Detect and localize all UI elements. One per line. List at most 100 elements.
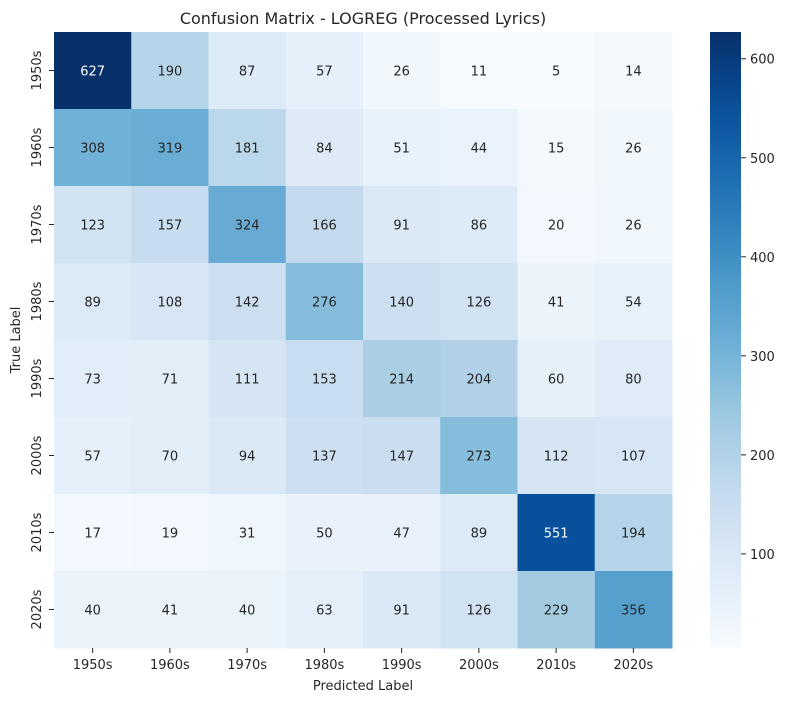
x-tick-label: 1960s (150, 658, 190, 673)
cell-value-label: 41 (162, 604, 179, 619)
chart-title: Confusion Matrix - LOGREG (Processed Lyr… (180, 9, 546, 28)
x-tick-label: 1980s (304, 658, 344, 673)
cell-value-label: 44 (471, 142, 488, 157)
x-tick-label: 1990s (382, 658, 422, 673)
heatmap-cell (363, 32, 441, 110)
heatmap-cell (54, 417, 132, 495)
heatmap-cell (363, 340, 441, 418)
colorbar-tick-label: 500 (750, 152, 775, 167)
heatmap-cell (208, 494, 287, 572)
cell-value-label: 147 (389, 450, 414, 465)
cell-value-label: 89 (84, 296, 101, 311)
y-tick-label: 1990s (30, 358, 45, 398)
cell-value-label: 41 (548, 296, 565, 311)
cell-value-label: 26 (625, 142, 642, 157)
heatmap-cell (285, 571, 364, 649)
cell-value-label: 181 (235, 142, 260, 157)
cell-value-label: 153 (312, 373, 337, 388)
heatmap-cell (363, 109, 441, 187)
cell-value-label: 31 (239, 527, 256, 542)
y-tick-label: 1980s (30, 281, 45, 321)
x-tick-label: 2000s (459, 658, 499, 673)
x-axis-ticks: 1950s 1960s 1970s 1980s 1990s 2000s 2010s 2020s (73, 648, 654, 673)
heatmap-cell (517, 340, 596, 418)
heatmap-cell (54, 109, 132, 187)
cell-value-label: 627 (80, 65, 105, 80)
heatmap-cell (208, 263, 287, 341)
heatmap-cell (54, 263, 132, 341)
heatmap-cell (440, 109, 518, 187)
heatmap-cell (517, 186, 596, 264)
cell-value-label: 5 (552, 65, 560, 80)
heatmap-cell (54, 186, 132, 264)
heatmap-cell (594, 340, 673, 418)
cell-value-label: 190 (157, 65, 182, 80)
cell-value-label: 11 (471, 65, 488, 80)
heatmap-cell (440, 417, 518, 495)
heatmap-cells: 627 190 87 57 26 11 5 14 308 319 181 84 51 44 15 26 123 1… (54, 32, 673, 649)
heatmap-cell (594, 109, 673, 187)
cell-value-label: 273 (466, 450, 491, 465)
cell-value-label: 308 (80, 142, 105, 157)
y-tick-label: 1950s (30, 50, 45, 90)
heatmap-cell (54, 571, 132, 649)
cell-value-label: 15 (548, 142, 565, 157)
cell-value-label: 551 (544, 527, 569, 542)
cell-value-label: 91 (393, 604, 410, 619)
heatmap-cell (440, 571, 518, 649)
cell-value-label: 57 (316, 65, 333, 80)
y-axis-label: True Label (9, 307, 24, 375)
cell-value-label: 123 (80, 219, 105, 234)
heatmap-cell (54, 494, 132, 572)
cell-value-label: 40 (84, 604, 101, 619)
x-tick-label: 2020s (613, 658, 653, 673)
heatmap-cell (517, 494, 596, 572)
cell-value-label: 20 (548, 219, 565, 234)
heatmap-cell (440, 32, 518, 110)
cell-value-label: 84 (316, 142, 333, 157)
colorbar-tick-label: 600 (750, 53, 775, 68)
heatmap-cell (131, 571, 209, 649)
cell-value-label: 94 (239, 450, 256, 465)
cell-value-label: 229 (544, 604, 569, 619)
y-tick-label: 2000s (30, 435, 45, 475)
heatmap-cell (440, 340, 518, 418)
heatmap-cell (131, 417, 209, 495)
cell-value-label: 17 (84, 527, 101, 542)
cell-value-label: 57 (84, 450, 101, 465)
cell-value-label: 157 (157, 219, 182, 234)
heatmap-cell (517, 109, 596, 187)
heatmap-cell (208, 109, 287, 187)
heatmap-cell (285, 494, 364, 572)
cell-value-label: 356 (621, 604, 646, 619)
heatmap-cell (285, 340, 364, 418)
cell-value-label: 40 (239, 604, 256, 619)
cell-value-label: 214 (389, 373, 414, 388)
cell-value-label: 111 (235, 373, 260, 388)
cell-value-label: 86 (471, 219, 488, 234)
heatmap-cell (363, 263, 441, 341)
colorbar-tick-label: 200 (750, 449, 775, 464)
heatmap-cell (131, 32, 209, 110)
cell-value-label: 276 (312, 296, 337, 311)
heatmap-cell (285, 186, 364, 264)
cell-value-label: 166 (312, 219, 337, 234)
colorbar-tick-label: 100 (750, 548, 775, 563)
cell-value-label: 126 (466, 604, 491, 619)
cell-value-label: 319 (157, 142, 182, 157)
cell-value-label: 80 (625, 373, 642, 388)
heatmap-cell (594, 263, 673, 341)
heatmap-cell (594, 494, 673, 572)
heatmap-cell (131, 186, 209, 264)
colorbar (710, 32, 741, 648)
heatmap-cell (285, 109, 364, 187)
heatmap-cell (517, 571, 596, 649)
heatmap-cell (131, 340, 209, 418)
cell-value-label: 140 (389, 296, 414, 311)
heatmap-cell (131, 109, 209, 187)
cell-value-label: 324 (235, 219, 260, 234)
cell-value-label: 89 (471, 527, 488, 542)
heatmap-cell (594, 186, 673, 264)
colorbar-tick-label: 400 (750, 251, 775, 266)
